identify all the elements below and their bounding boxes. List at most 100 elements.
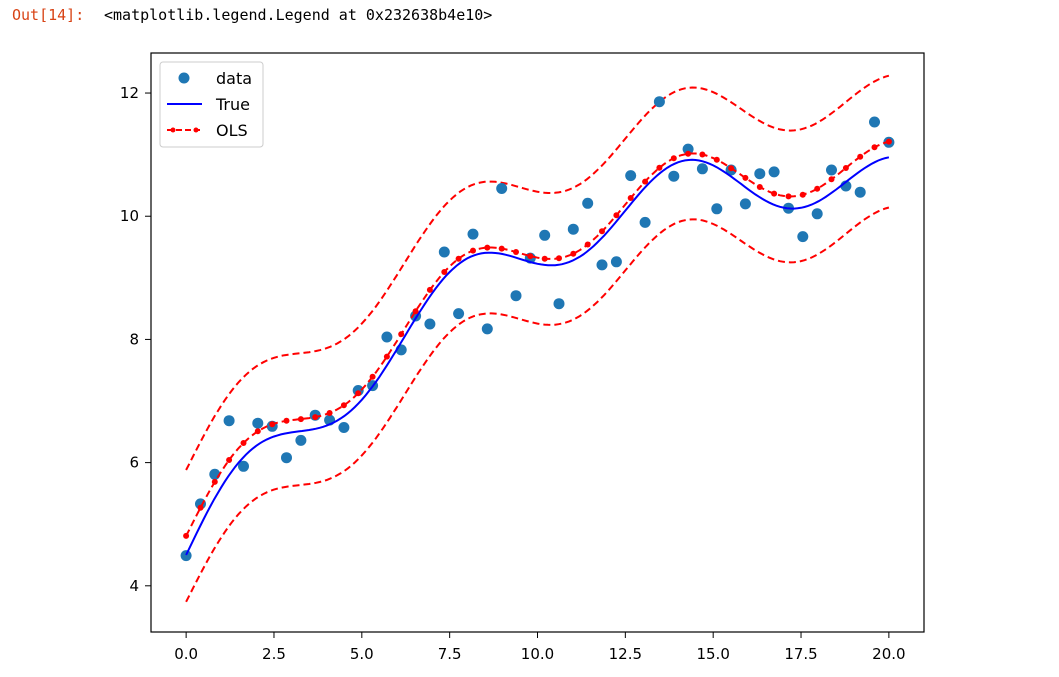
x-tick-label: 7.5 (438, 645, 462, 663)
y-axis: 4 6 8 10 12 (120, 84, 151, 595)
legend-label-ols: OLS (216, 121, 248, 140)
ols-point (599, 228, 605, 235)
ols-point (728, 165, 735, 172)
legend-ols-dot (170, 127, 176, 133)
data-point (252, 417, 264, 429)
true-line (185, 156, 890, 556)
y-tick-label: 12 (120, 84, 139, 102)
data-point (682, 143, 694, 155)
data-point (653, 96, 665, 108)
legend-label-data: data (216, 69, 252, 88)
data-point (696, 163, 708, 175)
data-point (238, 460, 249, 472)
ols-point (455, 255, 462, 262)
ols-point (183, 532, 190, 539)
x-tick-label: 15.0 (696, 645, 729, 663)
ols-point (398, 331, 405, 338)
ols-point (484, 244, 491, 251)
x-tick-label: 17.5 (784, 645, 817, 663)
x-tick-label: 5.0 (350, 645, 374, 663)
data-point (553, 298, 565, 310)
y-tick-label: 8 (129, 330, 139, 348)
ols-point (369, 373, 376, 380)
data-point (438, 246, 450, 258)
ols-point (556, 255, 562, 262)
ols-point (871, 144, 878, 151)
legend-box (159, 61, 264, 148)
data-point (467, 228, 479, 240)
data-point (295, 434, 307, 446)
ols-point (814, 185, 821, 192)
data-point (539, 229, 551, 241)
ols-point (756, 184, 763, 190)
data-point (424, 318, 436, 330)
ols-point (240, 440, 247, 446)
data-point (639, 216, 651, 228)
data-point (610, 256, 622, 268)
data-point (711, 203, 723, 215)
data-point (582, 197, 594, 209)
ols-point (857, 153, 864, 160)
y-tick-label: 4 (129, 577, 139, 595)
legend-data-marker (178, 72, 190, 84)
data-point (481, 323, 493, 335)
ols-point (570, 250, 577, 257)
ols-point (656, 164, 663, 171)
x-tick-label: 20.0 (872, 645, 905, 663)
ols-point (340, 402, 347, 409)
data-point (869, 116, 880, 128)
ols-point (412, 308, 419, 315)
data-point (797, 231, 809, 243)
cell-output-row: Out[14]: <matplotlib.legend.Legend at 0x… (0, 6, 1059, 28)
ols-point (383, 353, 390, 360)
data-point (453, 308, 465, 320)
data-point (567, 223, 579, 235)
data-point (739, 198, 751, 210)
ols-point (426, 286, 433, 293)
ols-point (197, 504, 204, 511)
data-point (381, 331, 393, 343)
data-point (854, 186, 866, 198)
y-tick-label: 10 (120, 207, 139, 225)
x-tick-label: 12.5 (609, 645, 642, 663)
data-point (625, 170, 637, 182)
ols-point (642, 178, 649, 185)
legend-ols-dot (193, 127, 199, 133)
ols-point (885, 138, 892, 145)
legend: data True OLS (159, 61, 264, 148)
data-point (496, 183, 508, 194)
data-point (754, 168, 766, 180)
x-axis: 0.0 2.5 5.0 7.5 10.0 12.5 15.0 17.5 20.0 (174, 632, 906, 663)
ols-point (627, 195, 634, 201)
ols-point (670, 155, 677, 162)
ols-point (584, 241, 591, 248)
axes-frame (150, 52, 925, 633)
ols-point (283, 417, 290, 424)
ols-point (470, 247, 476, 254)
ols-point (254, 428, 261, 435)
ols-point (771, 190, 778, 197)
ols-upper-band (185, 74, 890, 471)
ols-point (297, 416, 304, 423)
plot-layer (180, 74, 895, 603)
cell-output-text: <matplotlib.legend.Legend at 0x232638b4e… (104, 6, 493, 24)
ols-point (799, 191, 806, 198)
out-prompt: Out[14]: (12, 6, 85, 24)
ols-point (312, 414, 319, 421)
ols-point (785, 193, 792, 200)
ols-point (713, 156, 720, 163)
ols-point (742, 174, 749, 181)
ols-point (226, 457, 233, 463)
ols-point (842, 165, 849, 171)
y-tick-label: 6 (129, 454, 139, 472)
ols-point (685, 150, 692, 157)
ols-point (613, 212, 620, 219)
data-point (338, 422, 350, 433)
ols-point (498, 245, 505, 252)
ols-point (513, 249, 519, 255)
data-point (510, 290, 522, 302)
data-point (768, 166, 780, 178)
ols-point (541, 255, 548, 262)
ols-point (699, 151, 706, 158)
